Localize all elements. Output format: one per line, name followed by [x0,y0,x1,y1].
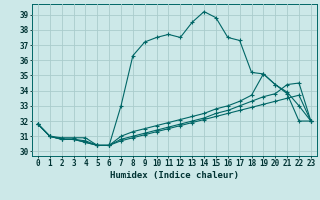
X-axis label: Humidex (Indice chaleur): Humidex (Indice chaleur) [110,171,239,180]
